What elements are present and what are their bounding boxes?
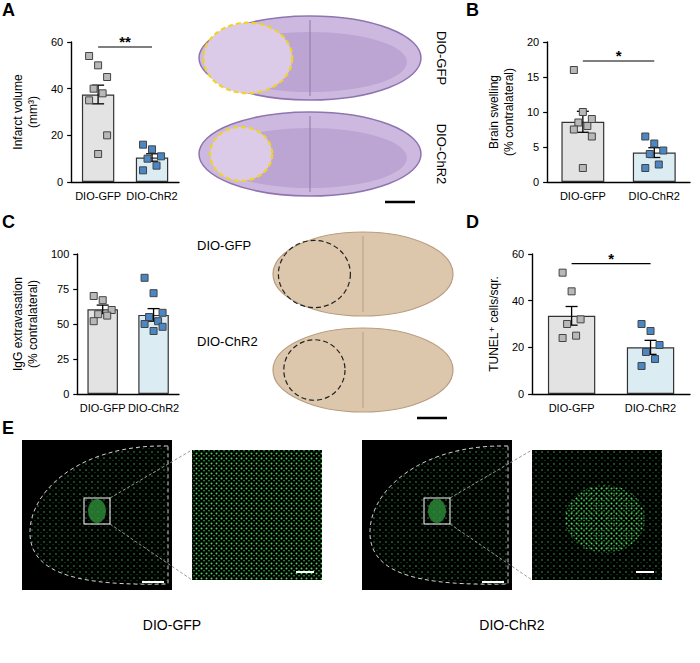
svg-text:50: 50	[57, 318, 69, 330]
svg-text:DIO-ChR2: DIO-ChR2	[479, 617, 545, 633]
svg-text:DIO-ChR2: DIO-ChR2	[197, 334, 258, 349]
svg-text:*: *	[608, 250, 614, 267]
svg-text:DIO-ChR2: DIO-ChR2	[126, 190, 177, 202]
html-text:E: E	[2, 418, 14, 438]
html-text:D: D	[466, 212, 479, 232]
svg-text:DIO-GFP: DIO-GFP	[143, 617, 201, 633]
svg-text:20: 20	[527, 36, 539, 48]
svg-text:DIO-GFP: DIO-GFP	[560, 190, 606, 202]
svg-text:DIO-ChR2: DIO-ChR2	[128, 402, 179, 414]
svg-text:Infarct volume: Infarct volume	[11, 74, 25, 150]
html-text:A: A	[2, 0, 15, 20]
svg-text:10: 10	[527, 106, 539, 118]
svg-text:75: 75	[57, 283, 69, 295]
svg-text:40: 40	[512, 295, 524, 307]
svg-text:20: 20	[51, 129, 63, 141]
svg-text:DIO-GFP: DIO-GFP	[197, 238, 251, 253]
svg-text:60: 60	[51, 36, 63, 48]
svg-text:TUNEL⁺ cells/sqr.: TUNEL⁺ cells/sqr.	[487, 276, 501, 372]
svg-text:40: 40	[51, 83, 63, 95]
svg-text:DIO-GFP: DIO-GFP	[75, 190, 121, 202]
svg-text:60: 60	[512, 248, 524, 260]
svg-text:DIO-GFP: DIO-GFP	[549, 402, 595, 414]
svg-text:Brain swelling: Brain swelling	[487, 75, 501, 149]
svg-text:20: 20	[512, 341, 524, 353]
html-text:B: B	[466, 0, 479, 20]
svg-text:0: 0	[518, 388, 524, 400]
svg-text:(mm³): (mm³)	[26, 96, 40, 128]
svg-text:(% contralateral): (% contralateral)	[502, 68, 516, 156]
svg-text:DIO-ChR2: DIO-ChR2	[434, 124, 449, 185]
svg-text:DIO-GFP: DIO-GFP	[80, 402, 126, 414]
svg-text:**: **	[119, 33, 131, 50]
svg-text:100: 100	[51, 248, 69, 260]
svg-text:5: 5	[533, 141, 539, 153]
svg-text:(% contralateral): (% contralateral)	[26, 280, 40, 368]
svg-text:0: 0	[57, 176, 63, 188]
svg-text:0: 0	[533, 176, 539, 188]
svg-text:*: *	[616, 47, 622, 64]
html-text:C: C	[2, 212, 15, 232]
svg-text:15: 15	[527, 71, 539, 83]
svg-text:DIO-ChR2: DIO-ChR2	[629, 190, 680, 202]
svg-text:IgG extravasation: IgG extravasation	[11, 277, 25, 371]
svg-text:0: 0	[63, 388, 69, 400]
svg-text:25: 25	[57, 353, 69, 365]
svg-text:DIO-ChR2: DIO-ChR2	[625, 402, 676, 414]
svg-text:DIO-GFP: DIO-GFP	[434, 31, 449, 85]
